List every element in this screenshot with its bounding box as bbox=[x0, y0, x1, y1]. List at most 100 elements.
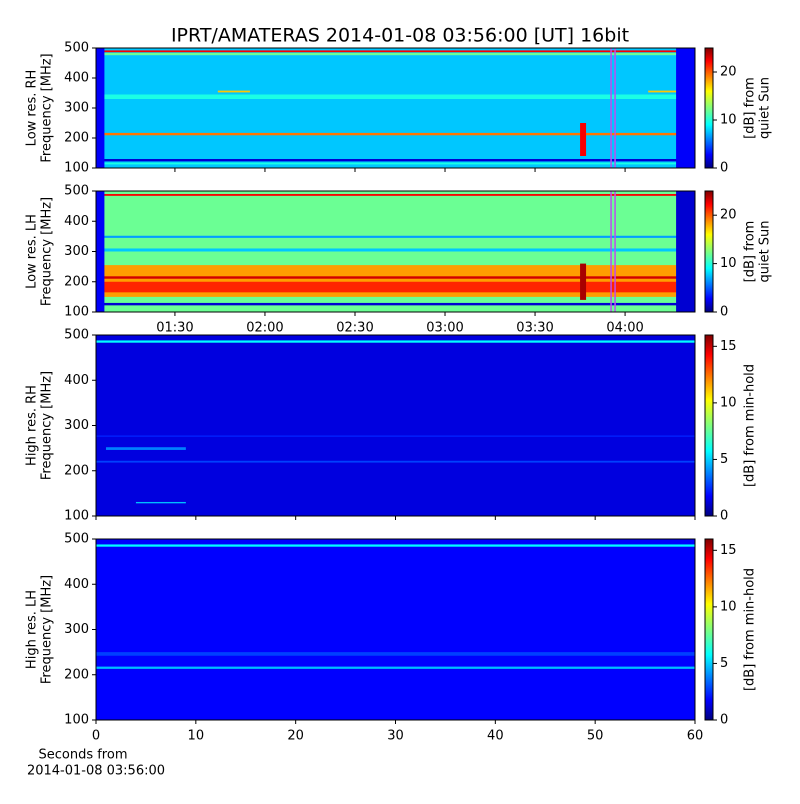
colorbar bbox=[704, 190, 714, 313]
heatmap-cell bbox=[96, 281, 677, 293]
heatmap-cell bbox=[96, 652, 695, 656]
x-tick-label: 0 bbox=[92, 729, 100, 744]
colorbar-tick-label: 10 bbox=[720, 599, 737, 614]
x-tick-label: 02:00 bbox=[246, 321, 283, 336]
y-tick-label: 500 bbox=[64, 328, 89, 343]
y-tick-label: 400 bbox=[64, 373, 89, 388]
colorbar-label: quiet Sun bbox=[758, 220, 773, 282]
heatmap-cell bbox=[96, 544, 695, 547]
heatmap-cell bbox=[96, 435, 695, 437]
colorbar-label: [dB] from min-hold bbox=[743, 364, 758, 487]
heatmap-cell bbox=[217, 90, 250, 93]
figure-title: IPRT/AMATERAS 2014-01-08 03:56:00 [UT] 1… bbox=[171, 25, 629, 47]
heatmap-cell bbox=[96, 666, 695, 669]
y-axis-label: Frequency [MHz] bbox=[40, 575, 55, 684]
y-tick-label: 400 bbox=[64, 577, 89, 592]
heatmap-cell bbox=[96, 191, 105, 312]
heatmap-cell bbox=[96, 302, 695, 306]
heatmap-cell bbox=[96, 50, 695, 53]
y-tick-label: 200 bbox=[64, 667, 89, 682]
colorbar-tick-label: 0 bbox=[720, 509, 728, 524]
heatmap-cell bbox=[648, 90, 679, 93]
y-axis-label: Frequency [MHz] bbox=[40, 197, 55, 306]
colorbar-tick-label: 0 bbox=[720, 713, 728, 728]
colorbar-tick-label: 10 bbox=[720, 395, 737, 410]
x-tick-label: 60 bbox=[687, 729, 704, 744]
y-tick-label: 200 bbox=[64, 463, 89, 478]
colorbar bbox=[704, 538, 714, 721]
colorbar-tick-label: 20 bbox=[720, 65, 737, 80]
x-tick-label: 02:30 bbox=[336, 321, 373, 336]
heatmap-cell bbox=[676, 48, 695, 168]
y-axis-label: Low res. RH bbox=[25, 70, 40, 147]
colorbar bbox=[704, 334, 714, 517]
plot-area bbox=[96, 191, 695, 312]
heatmap-cell bbox=[96, 132, 695, 136]
heatmap-cell bbox=[135, 501, 186, 504]
y-tick-label: 200 bbox=[64, 131, 89, 146]
colorbar-tick-label: 10 bbox=[720, 113, 737, 128]
colorbar-label: [dB] from bbox=[743, 77, 758, 139]
colorbar-label: [dB] from bbox=[743, 221, 758, 283]
x-tick-label: 10 bbox=[188, 729, 205, 744]
y-tick-label: 500 bbox=[64, 184, 89, 199]
colorbar-tick-label: 5 bbox=[720, 656, 728, 671]
heatmap-cell bbox=[96, 340, 695, 343]
y-axis-label: High res. RH bbox=[25, 385, 40, 466]
x-tick-label: 01:30 bbox=[156, 321, 193, 336]
heatmap-cell bbox=[96, 159, 695, 162]
colorbar-label: quiet Sun bbox=[758, 77, 773, 139]
heatmap-cell bbox=[676, 191, 695, 312]
colorbar-tick-label: 5 bbox=[720, 452, 728, 467]
x-tick-label: 20 bbox=[287, 729, 304, 744]
y-tick-label: 400 bbox=[64, 214, 89, 229]
colorbar-tick-label: 0 bbox=[720, 305, 728, 320]
colorbar-tick-label: 20 bbox=[720, 208, 737, 223]
heatmap-cell bbox=[96, 235, 695, 238]
colorbar-tick-label: 10 bbox=[720, 256, 737, 271]
x-tick-label: 40 bbox=[487, 729, 504, 744]
heatmap-cell bbox=[580, 123, 587, 156]
y-tick-label: 100 bbox=[64, 305, 89, 320]
y-tick-label: 300 bbox=[64, 101, 89, 116]
colorbar bbox=[704, 47, 714, 169]
x-tick-label: 03:00 bbox=[426, 321, 463, 336]
colorbar-label: [dB] from min-hold bbox=[743, 568, 758, 691]
heatmap-cell bbox=[96, 94, 695, 99]
y-axis-label: Low res. LH bbox=[25, 214, 40, 289]
x-axis-label: Seconds from bbox=[38, 748, 127, 763]
y-tick-label: 500 bbox=[64, 41, 89, 56]
y-axis-label: High res. LH bbox=[25, 590, 40, 669]
heatmap-cell bbox=[96, 276, 695, 279]
heatmap-cell bbox=[96, 194, 695, 196]
colorbar-tick-label: 15 bbox=[720, 339, 737, 354]
heatmap-cell bbox=[96, 460, 695, 463]
plot-area bbox=[96, 335, 695, 516]
y-tick-label: 300 bbox=[64, 622, 89, 637]
y-tick-label: 300 bbox=[64, 418, 89, 433]
x-tick-label: 03:30 bbox=[516, 321, 553, 336]
heatmap-cell bbox=[105, 447, 186, 450]
y-tick-label: 300 bbox=[64, 244, 89, 259]
x-tick-label: 04:00 bbox=[606, 321, 643, 336]
y-tick-label: 200 bbox=[64, 274, 89, 289]
plot-area bbox=[96, 539, 695, 720]
y-axis-label: Frequency [MHz] bbox=[40, 53, 55, 162]
heatmap-cell bbox=[580, 263, 587, 300]
plot-area bbox=[96, 48, 695, 168]
y-tick-label: 100 bbox=[64, 161, 89, 176]
y-tick-label: 400 bbox=[64, 71, 89, 86]
heatmap-cell bbox=[96, 248, 695, 252]
y-tick-label: 100 bbox=[64, 713, 89, 728]
heatmap-background bbox=[96, 48, 695, 168]
heatmap-cell bbox=[96, 48, 105, 168]
x-tick-label: 50 bbox=[587, 729, 604, 744]
x-tick-label: 30 bbox=[387, 729, 404, 744]
heatmap-cell bbox=[96, 52, 695, 56]
x-axis-label: 2014-01-08 03:56:00 bbox=[27, 764, 165, 779]
colorbar-tick-label: 15 bbox=[720, 543, 737, 558]
y-tick-label: 100 bbox=[64, 509, 89, 524]
y-tick-label: 500 bbox=[64, 532, 89, 547]
y-axis-label: Frequency [MHz] bbox=[40, 371, 55, 480]
